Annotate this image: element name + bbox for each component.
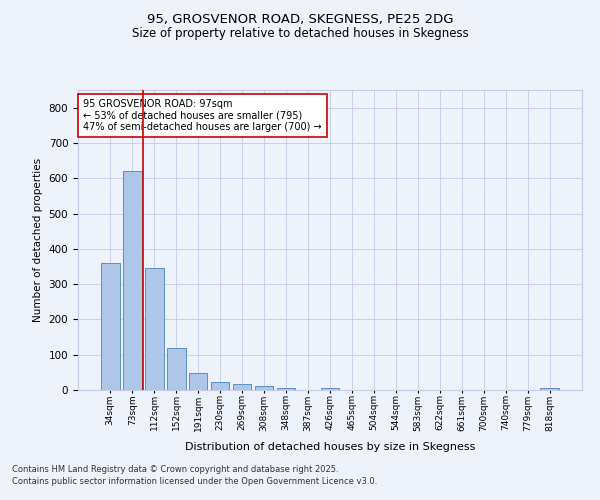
Text: Size of property relative to detached houses in Skegness: Size of property relative to detached ho… [131, 28, 469, 40]
Bar [189, 374, 208, 390]
Y-axis label: Number of detached properties: Number of detached properties [33, 158, 43, 322]
Text: Contains public sector information licensed under the Open Government Licence v3: Contains public sector information licen… [12, 477, 377, 486]
Bar [255, 386, 274, 390]
Bar [123, 171, 142, 390]
Bar [211, 382, 229, 390]
Text: 95 GROSVENOR ROAD: 97sqm
← 53% of detached houses are smaller (795)
47% of semi-: 95 GROSVENOR ROAD: 97sqm ← 53% of detach… [83, 99, 322, 132]
Bar [145, 268, 164, 390]
Bar [101, 263, 119, 390]
Text: Contains HM Land Registry data © Crown copyright and database right 2025.: Contains HM Land Registry data © Crown c… [12, 465, 338, 474]
Text: 95, GROSVENOR ROAD, SKEGNESS, PE25 2DG: 95, GROSVENOR ROAD, SKEGNESS, PE25 2DG [147, 12, 453, 26]
Bar [320, 388, 340, 390]
Bar [233, 384, 251, 390]
Text: Distribution of detached houses by size in Skegness: Distribution of detached houses by size … [185, 442, 475, 452]
Bar [167, 348, 185, 390]
Bar [541, 388, 559, 390]
Bar [277, 388, 295, 390]
